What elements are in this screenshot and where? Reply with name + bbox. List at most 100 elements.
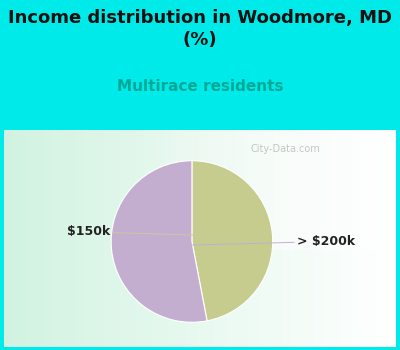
Bar [247,130,249,249]
Bar [192,130,194,346]
Bar [308,130,310,346]
Bar [128,130,130,249]
Bar [357,130,359,346]
Bar [26,130,28,249]
Bar [208,130,210,346]
Bar [284,130,286,249]
Bar [361,130,363,249]
Bar [76,130,78,249]
Bar [120,130,122,249]
Bar [372,130,374,249]
Bar [306,130,308,346]
Bar [316,130,318,249]
Bar [282,130,284,249]
Bar [333,130,335,249]
Bar [35,130,37,249]
Bar [84,130,86,249]
Bar [174,130,176,249]
Bar [259,130,261,346]
Bar [41,130,43,249]
Bar [6,130,8,346]
Bar [255,130,257,249]
Bar [130,130,131,346]
Bar [149,130,151,249]
Bar [96,130,98,346]
Bar [86,130,88,346]
Bar [312,130,314,249]
Bar [104,130,106,346]
Bar [14,130,16,249]
Bar [49,130,51,249]
Bar [286,130,288,249]
Bar [182,130,184,346]
Bar [202,130,204,249]
Bar [269,130,270,346]
Bar [90,130,92,249]
Bar [320,130,322,346]
Bar [237,130,239,346]
Bar [147,130,149,346]
Bar [157,130,159,249]
Bar [347,130,349,249]
Text: $150k: $150k [67,225,244,238]
Bar [108,130,110,249]
Bar [322,130,324,346]
Bar [165,130,167,249]
Bar [61,130,63,249]
Bar [269,130,270,249]
Bar [257,130,259,346]
Bar [145,130,147,346]
Bar [39,130,41,346]
Bar [184,130,186,346]
Bar [337,130,339,249]
Bar [308,130,310,249]
Bar [147,130,149,249]
Bar [314,130,316,346]
Bar [214,130,216,346]
Bar [22,130,24,249]
Bar [163,130,165,346]
Bar [327,130,329,249]
Bar [261,130,263,249]
Bar [224,130,226,346]
Bar [272,130,274,346]
Bar [243,130,245,346]
Bar [341,130,343,249]
Bar [10,130,12,346]
Bar [139,130,141,249]
Bar [347,130,349,346]
Bar [69,130,71,249]
Bar [180,130,182,249]
Bar [370,130,372,249]
Bar [128,130,130,346]
Bar [214,130,216,249]
Bar [55,130,57,249]
Bar [343,130,345,346]
Bar [378,130,380,249]
Bar [16,130,18,249]
Bar [16,130,18,346]
Bar [374,130,376,249]
Bar [380,130,382,249]
Bar [186,130,188,346]
Bar [73,130,74,249]
Bar [235,130,237,249]
Bar [343,130,345,249]
Bar [384,130,386,249]
Bar [143,130,145,249]
Bar [73,130,74,346]
Bar [230,130,231,249]
Bar [288,130,290,249]
Bar [190,130,192,249]
Bar [274,130,276,249]
Bar [102,130,104,249]
Bar [272,130,274,249]
Bar [210,130,212,249]
Bar [376,130,378,249]
Bar [8,130,10,249]
Bar [67,130,69,249]
Bar [67,130,69,346]
Bar [74,130,76,249]
Bar [137,130,139,346]
Bar [126,130,128,249]
